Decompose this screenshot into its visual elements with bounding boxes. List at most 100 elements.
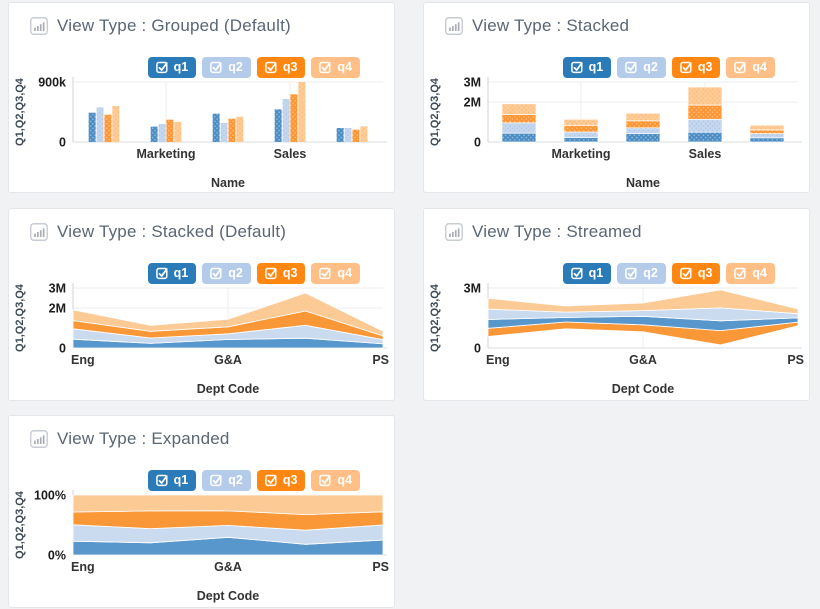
bar-q3[interactable] (228, 118, 236, 142)
bar-q2[interactable] (344, 128, 352, 142)
checkbox-checked-icon (155, 61, 168, 74)
legend-item-q3[interactable]: q3 (256, 57, 306, 78)
bar-segment-q3[interactable] (501, 114, 537, 124)
bar-segment-q3[interactable] (749, 129, 785, 134)
legend: q1 q2 q3 q4 (562, 263, 775, 284)
bar-q1[interactable] (336, 128, 344, 142)
bar-q3[interactable] (166, 119, 174, 142)
y-tick-label: 3M (49, 282, 66, 296)
checkbox-checked-icon (319, 474, 332, 487)
bar-segment-q3[interactable] (687, 104, 723, 120)
bar-q1[interactable] (150, 126, 158, 142)
bar-q4[interactable] (236, 116, 244, 142)
y-tick-label: 0 (474, 342, 481, 356)
bar-q4[interactable] (360, 126, 368, 142)
bar-q3[interactable] (104, 114, 112, 142)
bar-segment-q2[interactable] (749, 133, 785, 139)
card-title: View Type : Expanded (57, 429, 230, 448)
bar-q1[interactable] (88, 112, 96, 142)
legend-item-label: q4 (752, 60, 767, 75)
legend-item-q4[interactable]: q4 (311, 57, 360, 78)
bar-segment-q2[interactable] (563, 131, 599, 138)
x-tick-label: Marketing (551, 147, 610, 161)
bar-q1[interactable] (274, 109, 282, 142)
chart-plot[interactable]: 3M 2M 0 Marketing Sales Name Q1,Q2,Q3,Q4 (424, 3, 811, 194)
legend-item-q1[interactable]: q1 (562, 263, 612, 284)
area-layer-q4[interactable] (72, 494, 384, 515)
bar-q4[interactable] (174, 122, 182, 142)
legend-item-q4[interactable]: q4 (311, 263, 360, 284)
bar-segment-q4[interactable] (687, 86, 723, 106)
bar-segment-q4[interactable] (501, 103, 537, 115)
legend-item-q1[interactable]: q1 (147, 263, 197, 284)
bar-segment-q1[interactable] (563, 137, 599, 143)
legend-item-q3[interactable]: q3 (256, 263, 306, 284)
legend: q1 q2 q3 q4 (147, 470, 360, 491)
chart-plot[interactable]: 3M 2M 0 Eng G&A PS Dept Code Q1,Q2,Q3,Q4 (9, 209, 396, 402)
y-tick-label: 900k (38, 76, 66, 90)
bar-segment-q3[interactable] (563, 124, 599, 133)
bar-segment-q1[interactable] (749, 137, 785, 143)
bar-q4[interactable] (298, 82, 306, 142)
chart-plot[interactable]: 900k 0 Marketing Sales Name Q1,Q2,Q3,Q4 (9, 3, 396, 194)
legend-item-q2[interactable]: q2 (202, 470, 251, 491)
legend-item-label: q1 (173, 473, 189, 488)
y-axis-title: Q1,Q2,Q3,Q4 (429, 283, 441, 352)
bar-q2[interactable] (96, 107, 104, 142)
bar-chart-icon (30, 430, 48, 448)
bar-segment-q3[interactable] (625, 120, 661, 129)
bar-q2[interactable] (158, 124, 166, 142)
legend-item-q1[interactable]: q1 (147, 470, 197, 491)
bar-segment-q2[interactable] (501, 122, 537, 134)
legend-item-q2[interactable]: q2 (617, 57, 666, 78)
x-tick-label: G&A (629, 353, 657, 367)
area-layer-q4[interactable] (72, 292, 384, 337)
x-tick-label: Eng (71, 353, 95, 367)
legend-item-label: q4 (337, 60, 352, 75)
bar-q4[interactable] (112, 106, 120, 142)
legend-item-q3[interactable]: q3 (671, 57, 721, 78)
legend-item-q3[interactable]: q3 (671, 263, 721, 284)
legend-item-q2[interactable]: q2 (617, 263, 666, 284)
legend-item-q4[interactable]: q4 (311, 470, 360, 491)
legend-item-q1[interactable]: q1 (562, 57, 612, 78)
checkbox-checked-icon (264, 61, 277, 74)
bar-q3[interactable] (352, 129, 360, 142)
bar-segment-q1[interactable] (501, 132, 537, 143)
y-tick-label: 0 (59, 342, 66, 356)
checkbox-checked-icon (319, 61, 332, 74)
bar-segment-q1[interactable] (625, 133, 661, 143)
y-tick-label: 3M (464, 282, 481, 296)
bar-chart-icon (445, 223, 463, 241)
x-tick-label: PS (372, 353, 389, 367)
bar-segment-q1[interactable] (687, 131, 723, 143)
legend-item-label: q4 (752, 266, 767, 281)
bar-q3[interactable] (290, 94, 298, 142)
legend-item-q4[interactable]: q4 (726, 57, 775, 78)
x-axis-title: Dept Code (197, 589, 260, 603)
bar-q1[interactable] (212, 113, 220, 142)
bar-q2[interactable] (282, 99, 290, 142)
card-title: View Type : Streamed (472, 222, 642, 241)
legend-item-q1[interactable]: q1 (147, 57, 197, 78)
bar-segment-q4[interactable] (563, 118, 599, 126)
bar-segment-q4[interactable] (625, 112, 661, 122)
legend-item-q2[interactable]: q2 (202, 57, 251, 78)
checkbox-checked-icon (679, 61, 692, 74)
y-axis-title: Q1,Q2,Q3,Q4 (429, 77, 441, 146)
checkbox-checked-icon (264, 474, 277, 487)
legend-item-label: q4 (337, 266, 352, 281)
y-tick-label: 0 (59, 136, 66, 150)
bar-segment-q2[interactable] (687, 118, 723, 133)
bar-segment-q4[interactable] (749, 124, 785, 131)
bar-segment-q2[interactable] (625, 127, 661, 134)
area-layer-q4[interactable] (487, 289, 799, 315)
chart-plot[interactable]: 3M 0 Eng G&A PS Dept Code Q1,Q2,Q3,Q4 (424, 209, 811, 402)
legend-item-q2[interactable]: q2 (202, 263, 251, 284)
bar-q2[interactable] (220, 123, 228, 142)
legend-item-q4[interactable]: q4 (726, 263, 775, 284)
legend-item-q3[interactable]: q3 (256, 470, 306, 491)
chart-plot[interactable]: 100% 0% Eng G&A PS Dept Code Q1,Q2,Q3,Q4 (9, 416, 396, 609)
checkbox-checked-icon (210, 474, 222, 487)
checkbox-checked-icon (679, 267, 692, 280)
